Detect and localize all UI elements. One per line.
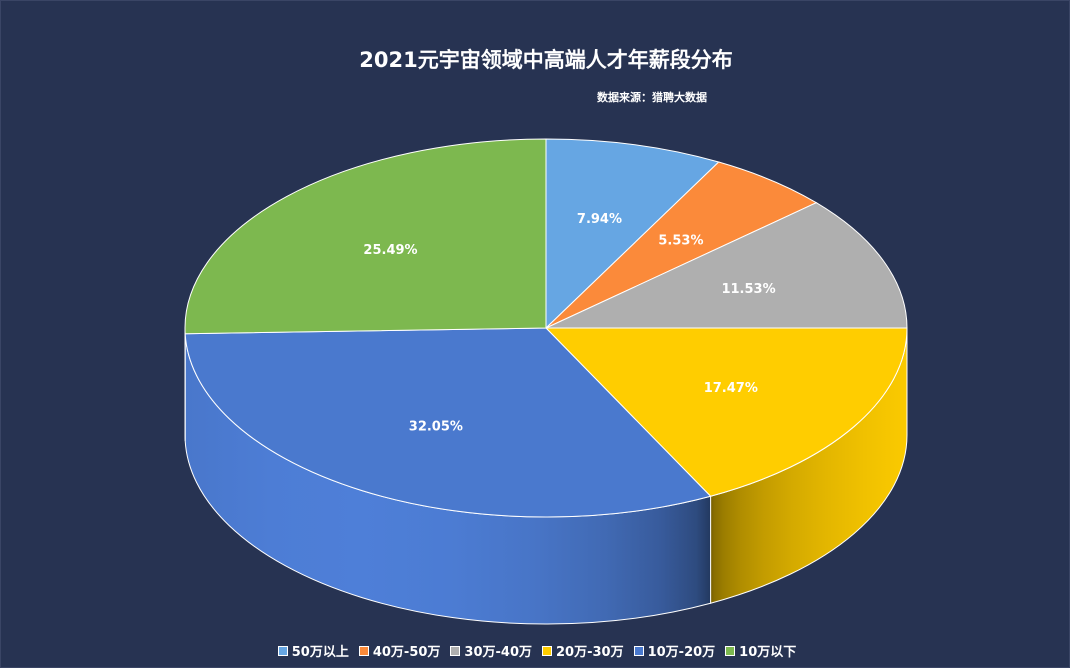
legend-swatch xyxy=(277,645,288,656)
slice-50[interactable] xyxy=(545,138,720,330)
legend-swatch xyxy=(542,645,552,656)
legend-swatch xyxy=(633,645,644,656)
legend-item-10[interactable]: 10万以下 xyxy=(725,641,796,660)
slice-1020[interactable] xyxy=(184,327,712,518)
legend-label: 50万以上 xyxy=(291,645,349,660)
chart-legend: 50万以上 40万-50万 30万-40万 20万-30万 10万-20万 10万以下 xyxy=(0,641,1074,660)
legend-label: 10万以下 xyxy=(739,645,797,660)
legend-label: 10万-20万 xyxy=(647,645,716,660)
pie-data-labels: 7.94% 5.53% 11.53% 17.47% 32.05% 25.49% xyxy=(363,212,775,435)
legend-swatch xyxy=(450,645,461,656)
legend-item-3040[interactable]: 30万-40万 xyxy=(450,641,532,660)
data-label-3040: 11.53% xyxy=(721,282,775,297)
data-label-1020: 32.05% xyxy=(409,420,463,435)
legend-item-50[interactable]: 50万以上 xyxy=(277,641,349,660)
legend-label: 40万-50万 xyxy=(372,645,441,660)
legend-label: 30万-40万 xyxy=(464,645,532,660)
legend-item-2030[interactable]: 20万-30万 xyxy=(542,641,624,660)
slice-3040[interactable] xyxy=(545,202,908,329)
chart-source: 数据来源：猎聘大数据 xyxy=(597,91,707,104)
legend-swatch xyxy=(358,645,369,656)
data-label-4050: 5.53% xyxy=(658,233,703,248)
pie-slices xyxy=(184,138,908,518)
data-label-10: 25.49% xyxy=(363,243,417,258)
data-label-2030: 17.47% xyxy=(704,381,758,396)
legend-item-4050[interactable]: 40万-50万 xyxy=(358,641,441,660)
slice-2030[interactable] xyxy=(544,327,908,497)
slice-10[interactable] xyxy=(184,138,547,335)
legend-label: 20万-30万 xyxy=(556,645,624,660)
chart-title: 2021元宇宙领域中高端人才年薪段分布 xyxy=(359,48,733,72)
data-label-50: 7.94% xyxy=(577,212,622,227)
legend-swatch xyxy=(725,645,736,656)
legend-item-1020[interactable]: 10万-20万 xyxy=(633,641,716,660)
